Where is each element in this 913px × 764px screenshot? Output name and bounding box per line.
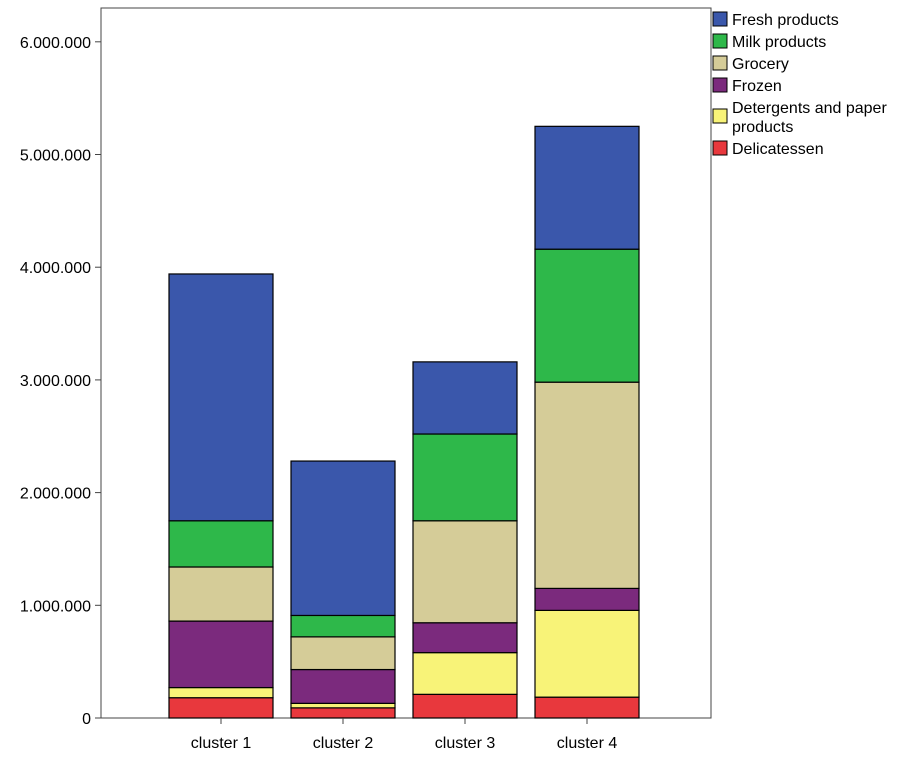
bar-segment-grocery-3	[412, 520, 518, 624]
y-tick-label: 6.000.000	[20, 35, 91, 52]
bar-segment-detergents-and-paper-products-4	[534, 609, 640, 698]
bar-segment-frozen-4	[534, 587, 640, 611]
legend: Fresh products Milk products Grocery Frozen…	[712, 11, 887, 158]
legend-item-grocery: Grocery	[712, 55, 789, 73]
legend-item-frozen: Frozen	[712, 77, 782, 95]
bar-segment-grocery-2	[290, 636, 396, 671]
legend-swatch	[712, 33, 728, 49]
legend-label: Fresh products	[732, 12, 839, 29]
bar-segment-delicatessen-4	[534, 696, 640, 719]
legend-swatch	[712, 108, 728, 124]
x-tick-label: cluster 1	[191, 735, 252, 752]
y-tick-label: 4.000.000	[20, 260, 91, 277]
legend-label: products	[732, 119, 793, 136]
legend-swatch	[712, 140, 728, 156]
bar-segment-fresh-products-4	[534, 125, 640, 250]
x-tick-label: cluster 4	[557, 735, 618, 752]
x-tick-label: cluster 2	[313, 735, 374, 752]
bar-segment-delicatessen-3	[412, 693, 518, 719]
y-tick-label: 5.000.000	[20, 148, 91, 165]
legend-swatch	[712, 55, 728, 71]
bar-segment-milk-products-3	[412, 433, 518, 522]
bar-segment-fresh-products-2	[290, 460, 396, 617]
bar-segment-milk-products-1	[168, 520, 274, 568]
legend-label: Detergents and paper	[732, 100, 887, 117]
bar-segment-frozen-1	[168, 620, 274, 689]
y-tick-label: 2.000.000	[20, 486, 91, 503]
bar-segment-milk-products-4	[534, 248, 640, 383]
bar-segment-frozen-3	[412, 622, 518, 654]
bar-segment-detergents-and-paper-products-1	[168, 686, 274, 699]
legend-swatch	[712, 77, 728, 93]
legend-item-delicatessen: Delicatessen	[712, 140, 824, 158]
legend-item-milk-products: Milk products	[712, 33, 826, 51]
legend-swatch	[712, 11, 728, 27]
legend-item-fresh-products: Fresh products	[712, 11, 839, 29]
bar-segment-detergents-and-paper-products-3	[412, 652, 518, 695]
bar-segment-grocery-4	[534, 381, 640, 589]
y-tick-label: 3.000.000	[20, 373, 91, 390]
legend-label: Grocery	[732, 56, 789, 73]
bar-segment-frozen-2	[290, 668, 396, 704]
y-tick-label: 0	[82, 711, 91, 728]
bar-segment-fresh-products-1	[168, 273, 274, 522]
legend-item-detergents-and-paper-products: Detergents and paper products	[712, 100, 887, 136]
x-tick-label: cluster 3	[435, 735, 496, 752]
x-axis: cluster 1 cluster 2 cluster 3 cluster 4	[191, 718, 618, 752]
bar-segment-delicatessen-2	[290, 707, 396, 719]
legend-label: Delicatessen	[732, 141, 824, 158]
legend-label: Milk products	[732, 34, 826, 51]
y-tick-label: 1.000.000	[20, 598, 91, 615]
bar-segment-milk-products-2	[290, 614, 396, 638]
y-axis: 0 1.000.000 2.000.000 3.000.000 4.000.000 5.0…	[20, 35, 101, 728]
legend-label: Frozen	[732, 78, 782, 95]
bar-segment-detergents-and-paper-products-2	[290, 702, 396, 709]
bar-segment-delicatessen-1	[168, 697, 274, 719]
bar-segment-grocery-1	[168, 566, 274, 622]
bars	[168, 125, 640, 719]
bar-segment-fresh-products-3	[412, 361, 518, 435]
